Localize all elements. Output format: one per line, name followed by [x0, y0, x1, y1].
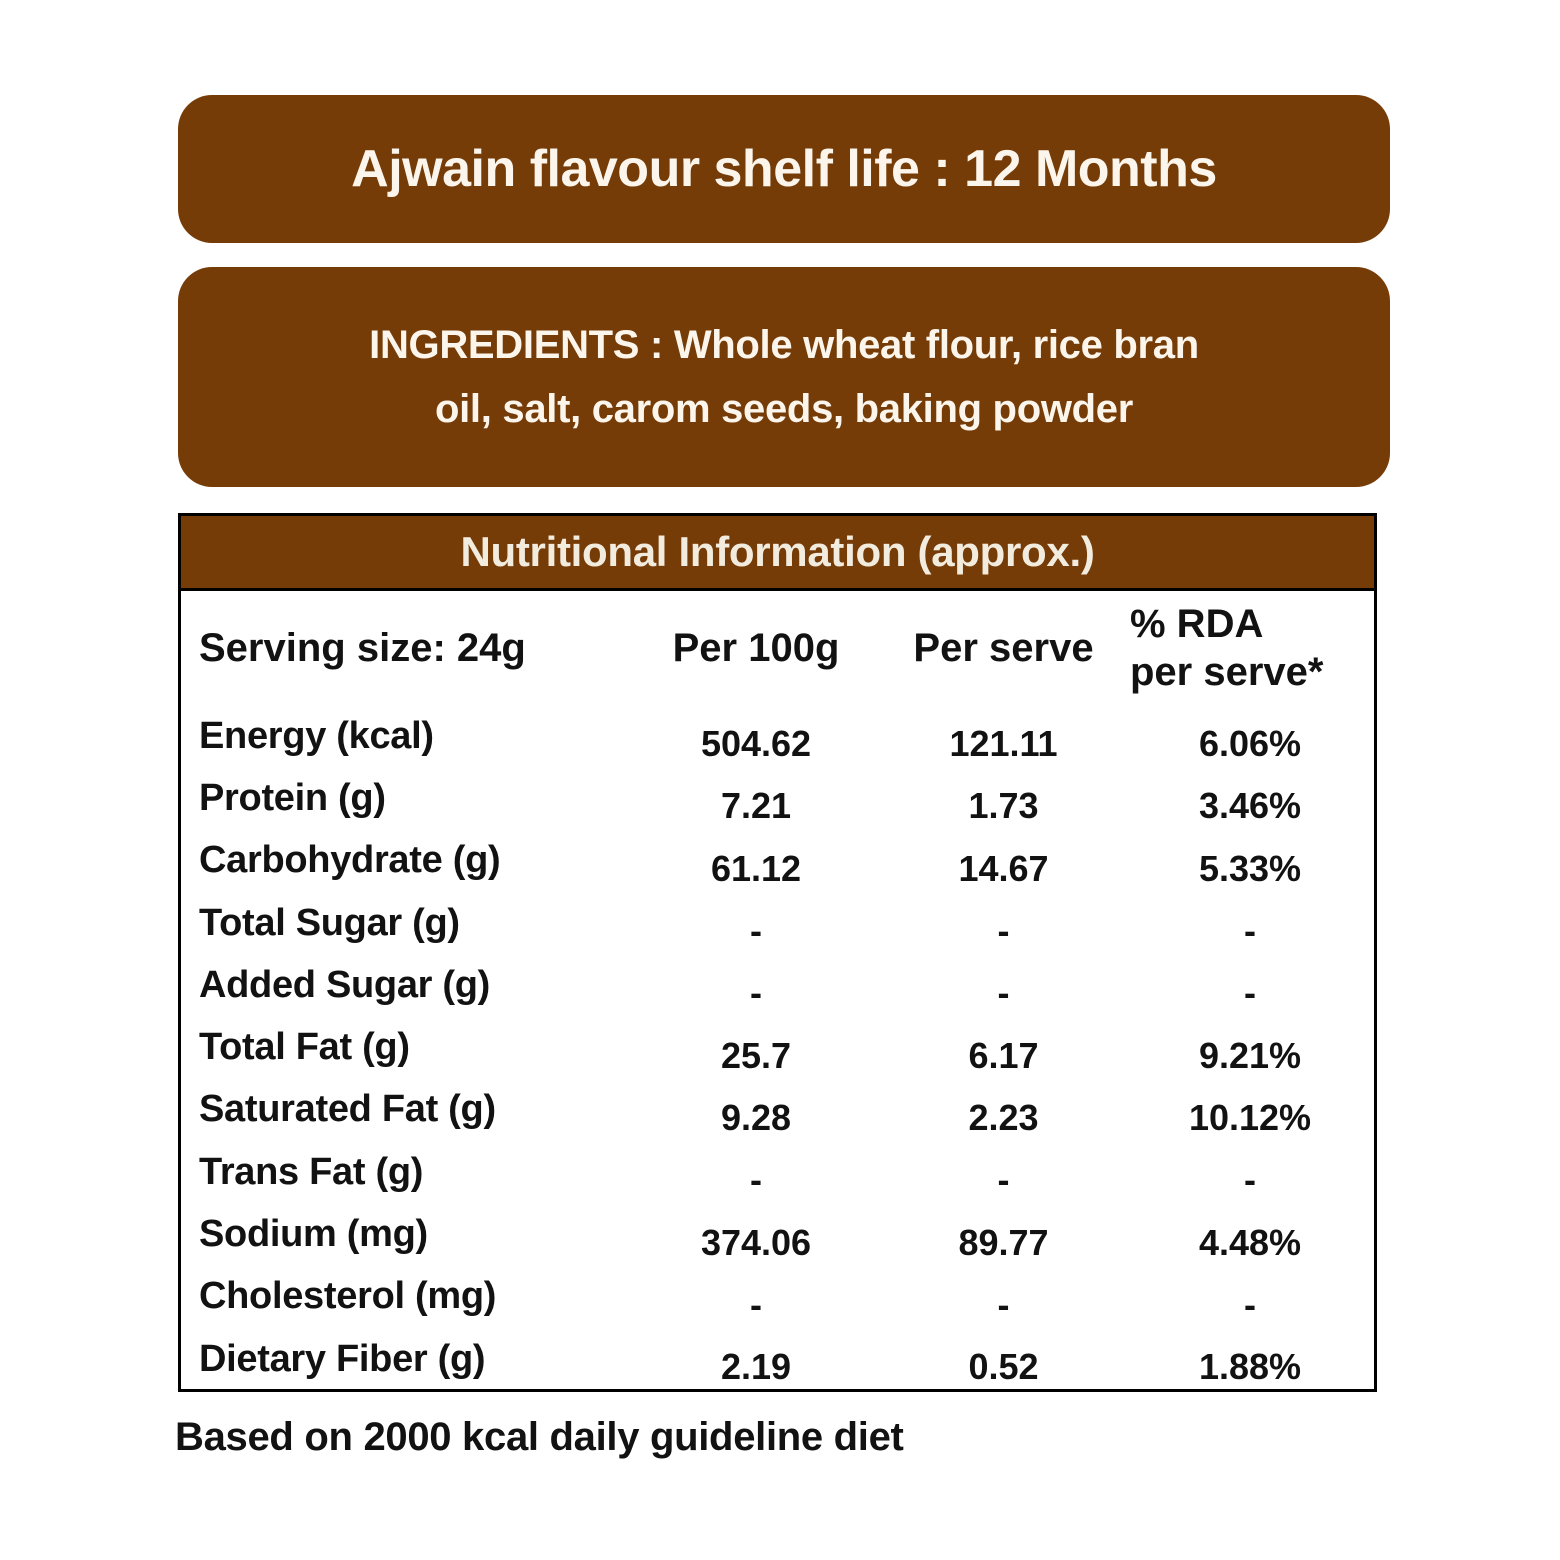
nutrient-label: Total Fat (g)	[199, 1026, 410, 1069]
table-row: Total Fat (g) 25.7 6.17 9.21%	[181, 1016, 1374, 1078]
rda-value: -	[1244, 910, 1256, 952]
nutrition-table: Nutritional Information (approx.) Servin…	[178, 513, 1377, 1392]
table-row: Cholesterol (mg) - - -	[181, 1266, 1374, 1328]
nutrient-label: Saturated Fat (g)	[199, 1088, 496, 1131]
rda-value: 5.33%	[1198, 847, 1302, 889]
rda-header-line-1: % RDA	[1130, 602, 1264, 646]
per-100g-value: 504.62	[700, 723, 812, 765]
nutrition-table-title-band: Nutritional Information (approx.)	[181, 516, 1374, 591]
rda-value: 4.48%	[1198, 1221, 1302, 1263]
per-serve-value: -	[997, 910, 1010, 952]
rda-value: -	[1244, 1159, 1256, 1201]
nutrient-label: Cholesterol (mg)	[199, 1275, 497, 1318]
per-serve-value: 0.52	[968, 1346, 1039, 1388]
rda-value: 10.12%	[1188, 1096, 1312, 1138]
shelf-life-banner: Ajwain flavour shelf life : 12 Months	[178, 95, 1390, 243]
table-row: Dietary Fiber (g) 2.19 0.52 1.88%	[181, 1328, 1374, 1390]
per-100g-value: -	[750, 1159, 762, 1201]
serving-size-header: Serving size: 24g	[199, 625, 526, 670]
per-serve-value: 6.17	[968, 1034, 1039, 1076]
per-serve-header: Per serve	[913, 625, 1094, 670]
per-100g-value: 7.21	[720, 785, 792, 827]
per-100g-value: 61.12	[710, 847, 802, 889]
per-serve-value: 2.23	[968, 1096, 1039, 1138]
ingredients-line-1: INGREDIENTS : Whole wheat flour, rice br…	[369, 323, 1199, 367]
per-100g-value: 374.06	[700, 1221, 812, 1263]
table-row: Carbohydrate (g) 61.12 14.67 5.33%	[181, 830, 1374, 892]
rda-value: -	[1244, 972, 1256, 1014]
table-row: Sodium (mg) 374.06 89.77 4.48%	[181, 1203, 1374, 1265]
rda-header: % RDA per serve*	[1126, 600, 1374, 696]
ingredients-banner: INGREDIENTS : Whole wheat flour, rice br…	[178, 267, 1390, 487]
per-serve-value: 121.11	[949, 723, 1058, 765]
per-serve-value: -	[997, 1283, 1010, 1325]
rda-value: 6.06%	[1198, 723, 1302, 765]
nutrition-table-header-row: Serving size: 24g Per 100g Per serve % R…	[181, 591, 1374, 705]
nutrient-label: Carbohydrate (g)	[199, 839, 501, 882]
table-row: Protein (g) 7.21 1.73 3.46%	[181, 767, 1374, 829]
per-serve-value: 89.77	[958, 1221, 1049, 1263]
footnote: Based on 2000 kcal daily guideline diet	[175, 1415, 904, 1459]
rda-value: 3.46%	[1198, 785, 1302, 827]
nutrient-label: Total Sugar (g)	[199, 901, 460, 944]
nutrient-label: Protein (g)	[199, 776, 386, 819]
per-100g-value: 9.28	[720, 1096, 792, 1138]
nutrient-label: Sodium (mg)	[199, 1213, 428, 1256]
nutrition-table-title: Nutritional Information (approx.)	[460, 528, 1095, 575]
nutrient-label: Trans Fat (g)	[199, 1150, 424, 1193]
rda-value: -	[1244, 1283, 1256, 1325]
rda-value: 9.21%	[1198, 1034, 1302, 1076]
rda-value: 1.88%	[1198, 1346, 1302, 1388]
per-100g-value: 2.19	[720, 1346, 792, 1388]
per-serve-value: 1.73	[968, 785, 1039, 827]
per-100g-value: -	[750, 972, 762, 1014]
per-100g-header: Per 100g	[672, 625, 840, 670]
shelf-life-text: Ajwain flavour shelf life : 12 Months	[351, 140, 1217, 198]
per-100g-value: -	[750, 910, 762, 952]
nutrient-label: Dietary Fiber (g)	[199, 1337, 486, 1380]
nutrition-table-body: Energy (kcal) 504.62 121.11 6.06% Protei…	[181, 705, 1374, 1390]
table-row: Saturated Fat (g) 9.28 2.23 10.12%	[181, 1079, 1374, 1141]
table-row: Energy (kcal) 504.62 121.11 6.06%	[181, 705, 1374, 767]
per-serve-value: -	[997, 972, 1010, 1014]
per-100g-value: -	[750, 1283, 762, 1325]
table-row: Trans Fat (g) - - -	[181, 1141, 1374, 1203]
per-serve-value: -	[997, 1159, 1010, 1201]
per-serve-value: 14.67	[958, 847, 1049, 889]
nutrient-label: Added Sugar (g)	[199, 963, 491, 1006]
ingredients-line-2: oil, salt, carom seeds, baking powder	[434, 387, 1133, 431]
nutrient-label: Energy (kcal)	[199, 714, 434, 757]
rda-header-line-2: per serve*	[1130, 650, 1324, 694]
per-100g-value: 25.7	[720, 1034, 792, 1076]
table-row: Total Sugar (g) - - -	[181, 892, 1374, 954]
table-row: Added Sugar (g) - - -	[181, 954, 1374, 1016]
